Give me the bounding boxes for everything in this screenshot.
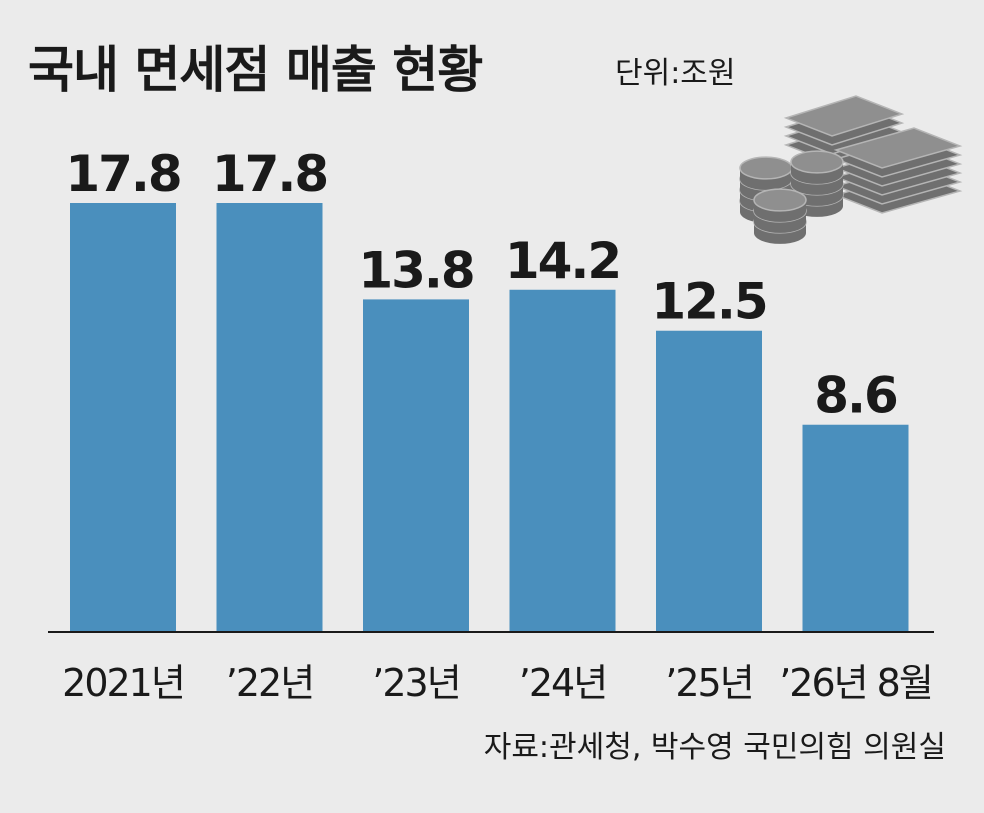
data-label: 8.6 [814, 367, 897, 425]
x-tick-label: ’25년 [665, 661, 752, 705]
money-stack-icon [739, 95, 963, 244]
bill-stack-back [783, 95, 905, 164]
bar [216, 203, 323, 632]
bar [363, 299, 469, 632]
coin [790, 150, 844, 174]
coin [753, 188, 807, 212]
chart-title: 국내 면세점 매출 현황 [28, 41, 483, 99]
x-tick-label: 2021년 [62, 661, 184, 705]
source-note: 자료:관세청, 박수영 국민의힘 의원실 [483, 730, 946, 765]
x-tick-label: ’22년 [226, 661, 313, 705]
x-tick-label: ’23년 [372, 661, 459, 705]
data-label: 12.5 [651, 273, 766, 331]
bill [783, 95, 905, 137]
data-label: 14.2 [505, 232, 620, 290]
data-label: 17.8 [65, 145, 180, 203]
data-label: 17.8 [212, 145, 327, 203]
bill [833, 127, 963, 169]
x-tick-label: ’26년 8월 [779, 661, 932, 705]
bar [656, 330, 762, 632]
x-tick-label: ’24년 [519, 661, 606, 705]
bill-stack-front [833, 127, 963, 214]
bar [802, 424, 909, 632]
bar [509, 289, 616, 632]
bars: 17.8 2021년 17.8 ’22년 13.8 ’23년 14.2 ’24년 12.5 ’25… [62, 145, 934, 705]
coin [739, 156, 793, 180]
coin-stack-front [753, 188, 807, 244]
data-label: 13.8 [358, 241, 473, 299]
unit-label: 단위:조원 [615, 56, 736, 91]
bar [70, 203, 176, 632]
